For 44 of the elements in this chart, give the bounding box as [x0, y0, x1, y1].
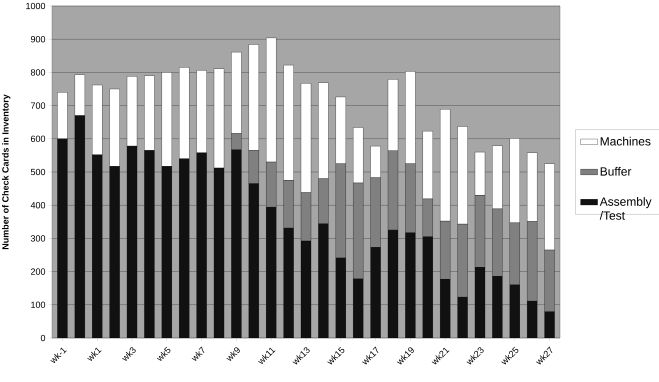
x-tick-label: wk7	[192, 346, 204, 361]
bar	[266, 207, 276, 338]
legend-label: Assembly /Test	[600, 197, 652, 220]
bar	[283, 228, 294, 338]
x-tick-label: wk9	[226, 347, 240, 361]
bar	[196, 152, 207, 338]
bar	[440, 279, 450, 338]
y-tick-label: 300	[30, 235, 46, 242]
bar	[162, 166, 172, 338]
x-tick-label: wk1	[87, 348, 102, 361]
x-tick-label: wk5	[156, 346, 170, 361]
bar	[92, 154, 102, 338]
y-tick-label: 200	[30, 268, 46, 275]
y-tick-label: 400	[30, 202, 46, 208]
bar	[527, 301, 538, 338]
y-tick-label: 0	[40, 334, 46, 342]
bar	[457, 297, 468, 338]
bar	[144, 150, 155, 338]
bar	[248, 183, 259, 338]
bar	[179, 158, 190, 338]
bar	[370, 247, 381, 338]
bar	[57, 138, 68, 338]
y-tick-label: 600	[30, 136, 46, 142]
y-tick-label: 900	[30, 36, 46, 42]
bar	[231, 150, 242, 338]
legend-label: Machines	[600, 136, 650, 146]
y-axis-title: Number of Check Cards in Inventory	[2, 94, 10, 250]
y-tick-label: 1000	[26, 2, 46, 10]
bar	[318, 224, 329, 338]
y-tick-label: 800	[30, 69, 46, 76]
legend-label: Buffer	[600, 166, 632, 176]
bar	[109, 166, 120, 338]
bar	[405, 232, 416, 338]
y-tick-label: 100	[31, 302, 46, 308]
bar	[492, 276, 503, 338]
bar	[336, 258, 346, 338]
x-tick-label: wk3	[122, 347, 136, 361]
bar	[510, 284, 520, 338]
bar	[353, 278, 364, 338]
y-tick-label: 700	[30, 102, 46, 109]
y-tick-label: 500	[30, 168, 46, 176]
bar	[422, 236, 433, 338]
bar	[126, 146, 138, 338]
bar	[74, 115, 85, 338]
